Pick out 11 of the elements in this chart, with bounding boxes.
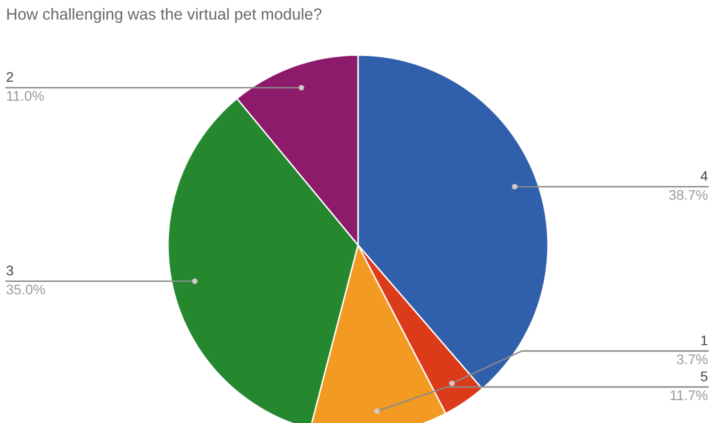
data-label: 35.0% bbox=[6, 284, 45, 294]
slice-label: 3 bbox=[6, 266, 14, 276]
slice-label: 5 bbox=[700, 372, 708, 382]
data-label: 11.0% bbox=[7, 91, 44, 101]
slice-label: 4 bbox=[700, 171, 708, 181]
data-label: 11.7% bbox=[670, 390, 708, 400]
data-label: 38.7% bbox=[669, 190, 708, 200]
slice-label: 2 bbox=[6, 72, 14, 82]
data-label: 3.7% bbox=[676, 354, 708, 364]
chart-title: How challenging was the virtual pet module? bbox=[7, 8, 322, 23]
slice-label: 1 bbox=[701, 336, 708, 346]
